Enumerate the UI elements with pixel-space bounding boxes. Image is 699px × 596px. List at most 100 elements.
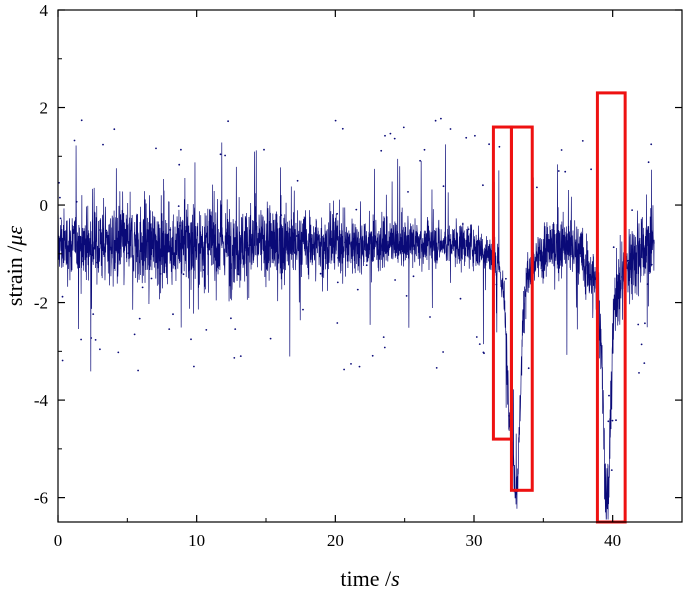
outlier-point <box>508 415 510 417</box>
outlier-point <box>440 117 442 120</box>
outlier-point <box>478 343 481 345</box>
x-axis-title: time /s <box>340 566 399 591</box>
outlier-point <box>417 242 420 245</box>
outlier-point <box>407 191 409 193</box>
outlier-point <box>263 148 265 151</box>
outlier-point <box>488 143 490 146</box>
outlier-point <box>423 148 426 151</box>
outlier-point <box>159 273 162 275</box>
outlier-point <box>557 170 560 172</box>
highlight-box-2 <box>509 125 534 492</box>
outlier-point <box>237 273 240 276</box>
y-axis-title-text: strain / <box>2 245 27 306</box>
outlier-point <box>371 354 374 357</box>
outlier-point <box>337 257 339 259</box>
outlier-point <box>608 394 610 397</box>
outlier-point <box>467 228 470 231</box>
outlier-point <box>376 243 379 246</box>
outlier-point <box>341 127 344 130</box>
outlier-point <box>611 419 614 422</box>
outlier-point <box>172 313 174 316</box>
outlier-point <box>382 336 385 338</box>
outlier-point <box>296 179 299 182</box>
outlier-point <box>193 365 195 368</box>
outlier-point <box>207 253 210 256</box>
outlier-point <box>607 420 610 423</box>
outlier-point <box>168 328 171 330</box>
y-tick-label: 4 <box>40 1 49 20</box>
outlier-point <box>334 119 337 122</box>
outlier-point <box>80 119 83 122</box>
outlier-point <box>465 136 468 139</box>
outlier-point <box>434 119 437 122</box>
outlier-point <box>536 186 538 189</box>
outlier-point <box>96 261 98 264</box>
outlier-point <box>650 263 653 266</box>
outlier-point <box>113 128 116 131</box>
outlier-point <box>288 228 291 231</box>
outlier-point <box>389 132 392 135</box>
outlier-point <box>227 120 230 123</box>
outlier-point <box>336 281 339 284</box>
outlier-point <box>179 224 182 227</box>
y-tick-label: -6 <box>34 489 48 508</box>
outlier-point <box>474 134 476 137</box>
outlier-point <box>81 260 83 263</box>
outlier-point <box>405 295 408 297</box>
y-tick-label: -2 <box>34 294 48 313</box>
outlier-point <box>644 322 646 325</box>
x-tick-label: 30 <box>466 531 483 550</box>
outlier-point <box>350 363 352 365</box>
outlier-point <box>177 205 180 208</box>
outlier-point <box>105 229 108 232</box>
outlier-point <box>138 317 141 320</box>
outlier-point <box>581 140 584 142</box>
outlier-point <box>295 235 298 237</box>
outlier-point <box>390 240 393 242</box>
outlier-point <box>615 419 617 422</box>
outlier-point <box>169 229 172 231</box>
outlier-point <box>150 277 153 280</box>
outlier-point <box>141 286 144 289</box>
outlier-point <box>73 139 76 142</box>
outlier-point <box>90 337 93 339</box>
x-tick-label: 10 <box>188 531 205 550</box>
outlier-point <box>393 137 396 140</box>
outlier-point <box>59 217 62 220</box>
outlier-point <box>498 145 501 148</box>
x-tick-label: 40 <box>604 531 621 550</box>
outlier-point <box>402 126 405 129</box>
outlier-point <box>356 288 359 291</box>
outlier-point <box>358 365 361 368</box>
outlier-point <box>114 243 117 245</box>
y-axis-title-unit: με <box>2 226 27 247</box>
outlier-point <box>505 277 507 280</box>
outlier-point <box>461 223 464 225</box>
x-tick-label: 20 <box>327 531 344 550</box>
outlier-point <box>59 196 61 199</box>
series-line <box>57 142 655 520</box>
outlier-point <box>482 184 484 187</box>
outlier-point <box>610 469 613 471</box>
outlier-point <box>647 161 650 164</box>
outlier-point <box>380 149 383 152</box>
outlier-point <box>429 316 431 318</box>
outlier-point <box>638 372 640 374</box>
outlier-point <box>615 289 618 292</box>
outlier-point <box>560 149 563 151</box>
x-axis-title-unit: s <box>391 566 400 591</box>
outlier-point <box>137 369 140 372</box>
outlier-point <box>99 348 101 351</box>
outlier-point <box>590 168 592 171</box>
outlier-point <box>435 367 438 369</box>
outlier-point <box>355 208 358 211</box>
outlier-point <box>527 367 530 370</box>
outlier-point <box>495 283 498 286</box>
outlier-point <box>94 339 97 341</box>
outlier-point <box>180 148 182 151</box>
outlier-point <box>61 295 64 298</box>
outlier-point <box>444 242 447 244</box>
outlier-point <box>564 170 567 173</box>
